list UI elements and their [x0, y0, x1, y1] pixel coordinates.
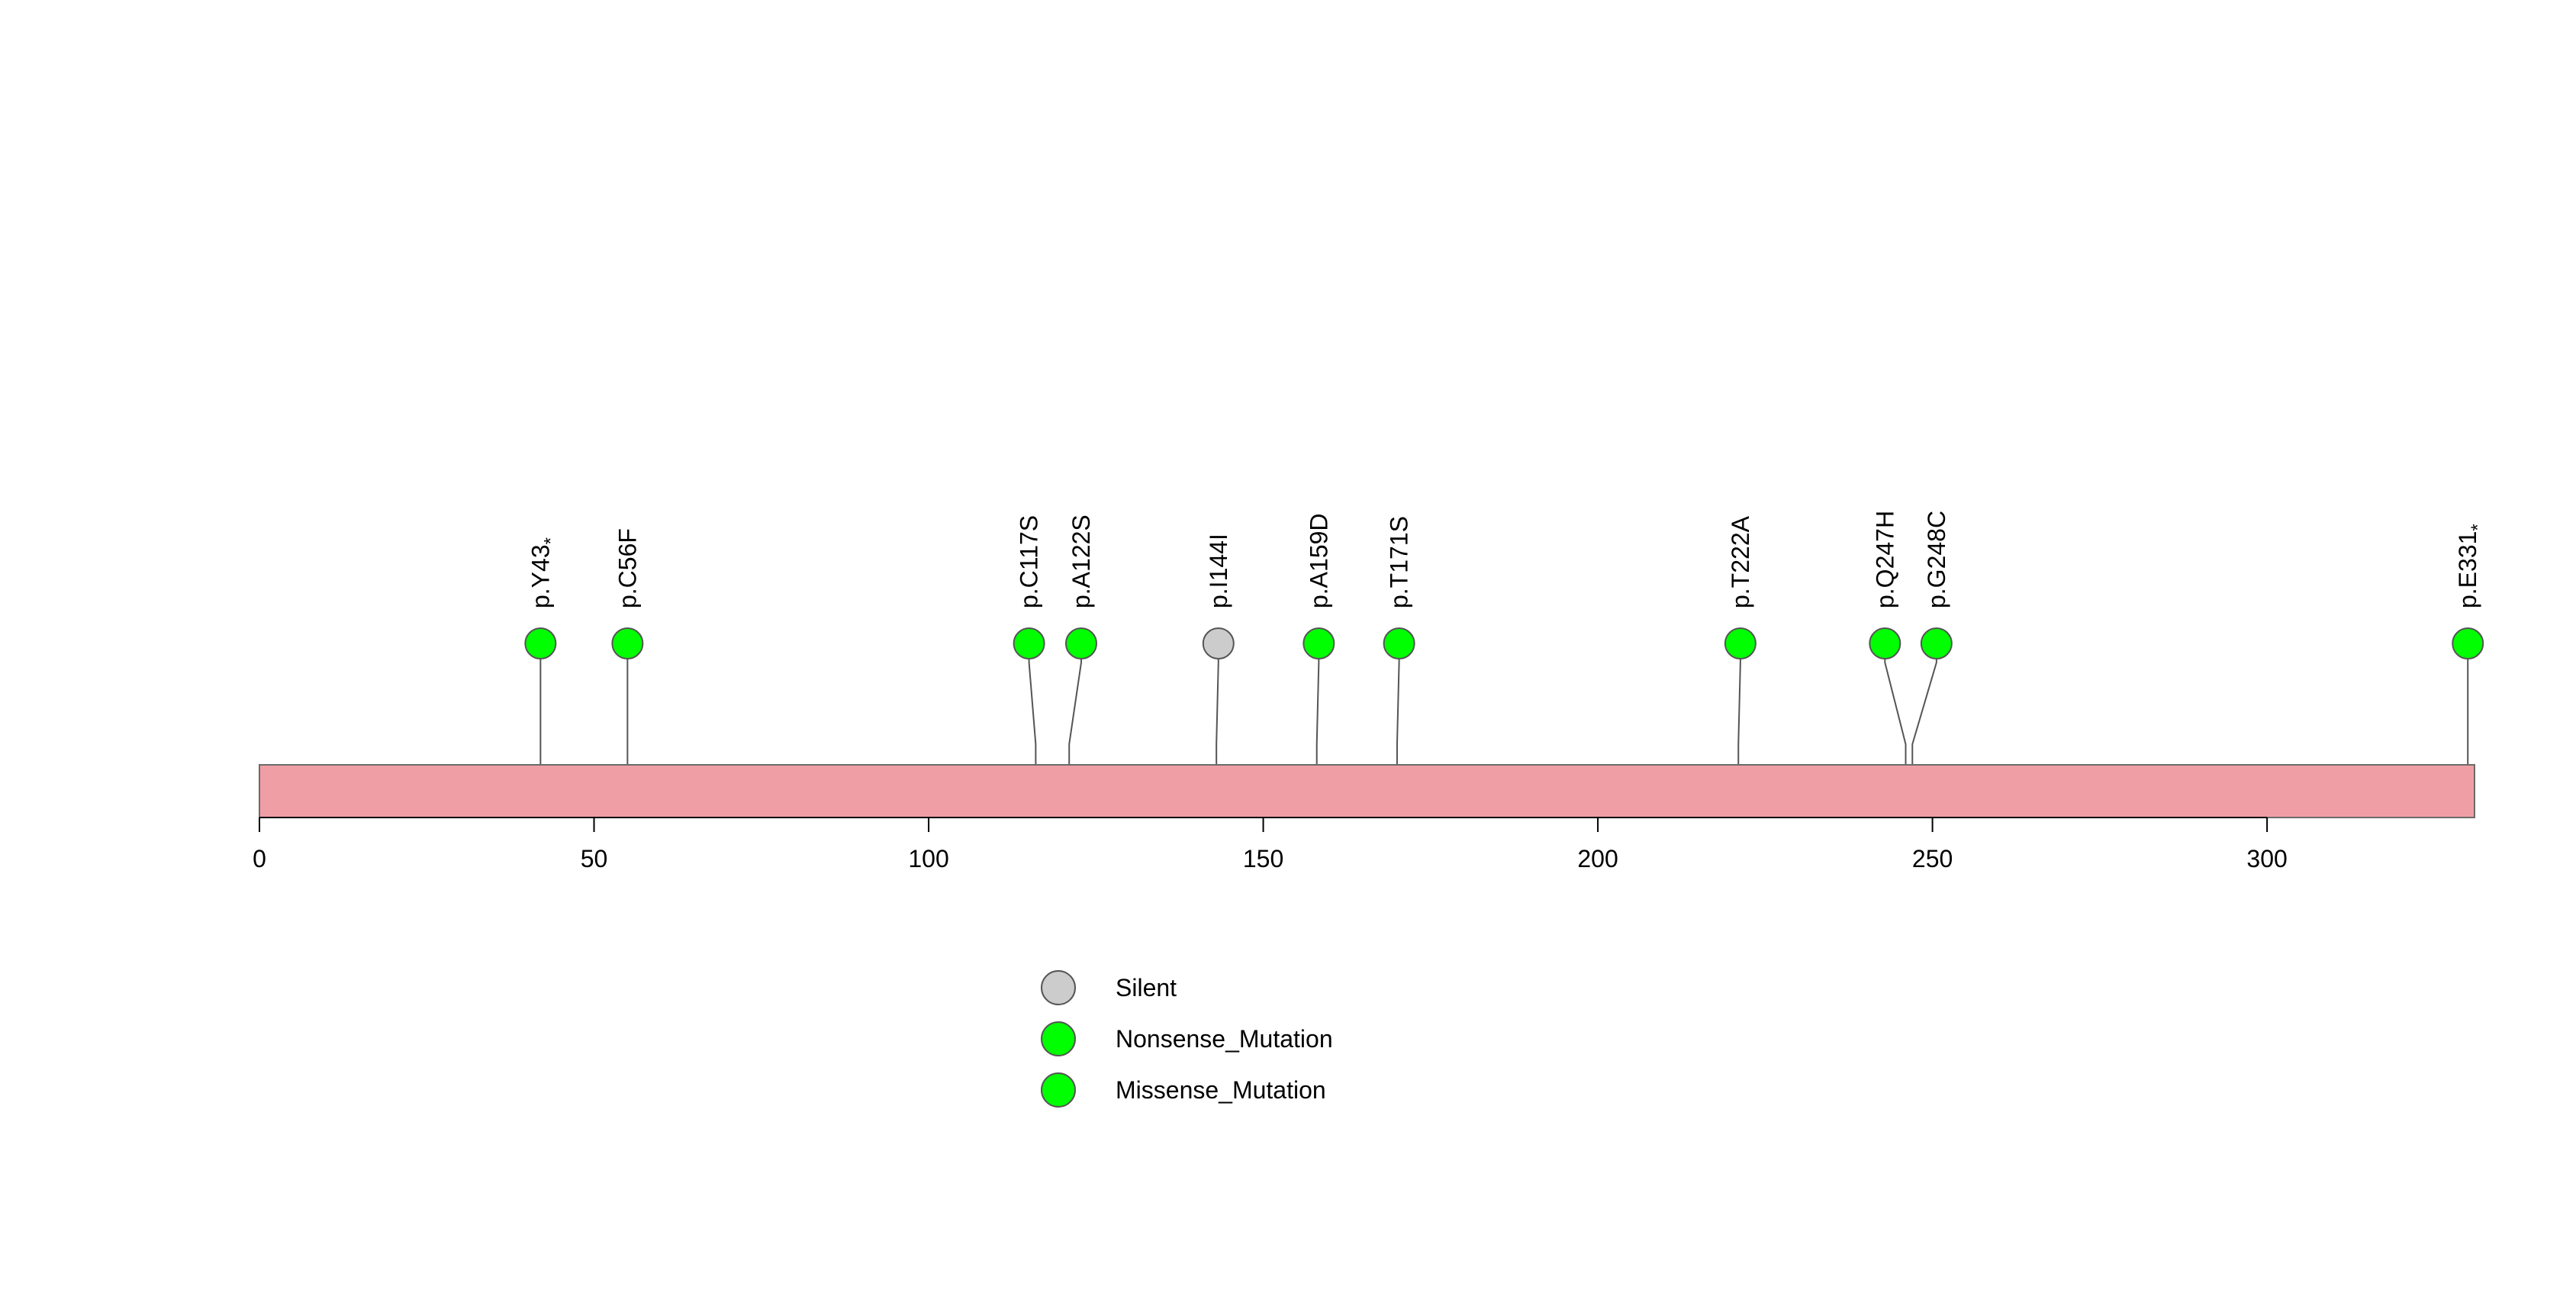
mutation-point [1202, 627, 1235, 660]
truncation-marker: * [540, 537, 561, 544]
mutation-label: p.Q247H [1871, 511, 1898, 608]
x-tick-label: 100 [908, 845, 948, 872]
mutation-label: p.G248C [1923, 511, 1950, 608]
x-axis: 0 50 100 150 200 250 300 [253, 817, 2288, 872]
mutation-point [1302, 627, 1335, 660]
mutation-labels: p.Y43* p.C56F p.C117S p.A122S p.I144I p.A159D… [526, 511, 2488, 608]
x-tick-label: 300 [2246, 845, 2287, 872]
mutation-lollipops [524, 627, 2484, 660]
legend-swatch [1041, 1072, 1076, 1108]
mutation-label: p.Y43* [526, 537, 561, 608]
mutation-label: p.I144I [1205, 534, 1232, 608]
truncation-marker: * [2468, 524, 2488, 531]
x-tick-label: 150 [1243, 845, 1283, 872]
mutation-label: p.T171S [1386, 516, 1413, 608]
legend-label: Nonsense_Mutation [1116, 1025, 1333, 1053]
mutation-label: p.E331* [2454, 524, 2488, 608]
legend: Silent Nonsense_Mutation Missense_Mutation [1041, 970, 1333, 1108]
mutation-point [1013, 627, 1045, 660]
protein-domain-bar [259, 764, 2475, 818]
mutation-label: p.A122S [1067, 514, 1095, 608]
x-tick-label: 50 [581, 845, 608, 872]
legend-swatch [1041, 970, 1076, 1005]
legend-swatch [1041, 1021, 1076, 1056]
x-tick-label: 200 [1577, 845, 1618, 872]
mutation-label: p.C56F [613, 528, 641, 608]
mutation-point [1383, 627, 1415, 660]
mutation-point [611, 627, 644, 660]
mutation-point [1869, 627, 1901, 660]
mutation-point [1724, 627, 1757, 660]
mutation-point [2452, 627, 2484, 660]
mutation-label: p.C117S [1016, 515, 1043, 608]
x-tick-label: 0 [253, 845, 266, 872]
legend-label: Silent [1116, 974, 1177, 1001]
mutation-point [1065, 627, 1098, 660]
mutation-label: p.A159D [1305, 513, 1332, 608]
mutation-label: p.T222A [1727, 515, 1754, 608]
mutation-point [524, 627, 557, 660]
legend-label: Missense_Mutation [1116, 1076, 1326, 1104]
mutation-point [1920, 627, 1953, 660]
x-tick-label: 250 [1912, 845, 1953, 872]
